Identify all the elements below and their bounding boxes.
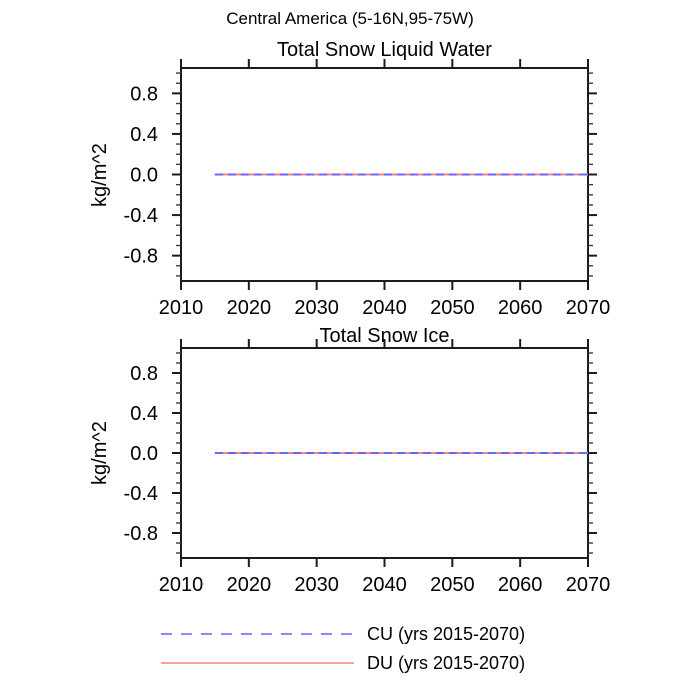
chart-0: 2010 2020 2030 2040 2050 2060 2070 -0.8 -0.4 0.0 0…	[124, 59, 611, 319]
x-tick-label: 2020	[227, 574, 272, 596]
y-tick-label: -0.8	[124, 523, 158, 545]
x-tick-label: 2070	[566, 574, 611, 596]
legend-label-cu: CU (yrs 2015-2070)	[367, 624, 526, 644]
x-tick-label: 2010	[159, 574, 204, 596]
chart-title-total-snow-ice: Total Snow Ice	[319, 325, 450, 347]
y-tick-label: 0.4	[130, 403, 158, 425]
figure-title: Central America (5-16N,95-75W)	[226, 9, 474, 28]
x-tick-label: 2040	[362, 574, 407, 596]
chart-1: 2010 2020 2030 2040 2050 2060 2070 -0.8 -0.4 0.0 0…	[124, 339, 611, 596]
x-tick-label: 2070	[566, 297, 611, 319]
x-tick-label: 2040	[362, 297, 407, 319]
y-tick-label: 0.8	[130, 363, 158, 385]
y-tick-label: -0.4	[124, 483, 158, 505]
x-tick-label: 2030	[294, 574, 339, 596]
x-tick-label: 2020	[227, 297, 272, 319]
x-tick-label: 2010	[159, 297, 204, 319]
x-tick-label: 2050	[430, 574, 475, 596]
y-tick-label: -0.8	[124, 246, 158, 268]
x-tick-label: 2060	[498, 574, 543, 596]
x-tick-label: 2050	[430, 297, 475, 319]
y-tick-label: -0.4	[124, 205, 158, 227]
legend-label-du: DU (yrs 2015-2070)	[367, 653, 526, 673]
y-tick-label: 0.0	[130, 165, 158, 187]
y-tick-label: 0.8	[130, 83, 158, 105]
x-tick-label: 2030	[294, 297, 339, 319]
x-tick-label: 2060	[498, 297, 543, 319]
y-tick-label: 0.0	[130, 443, 158, 465]
chart-title-total-snow-liquid-water: Total Snow Liquid Water	[277, 39, 492, 61]
y-tick-label: 0.4	[130, 124, 158, 146]
